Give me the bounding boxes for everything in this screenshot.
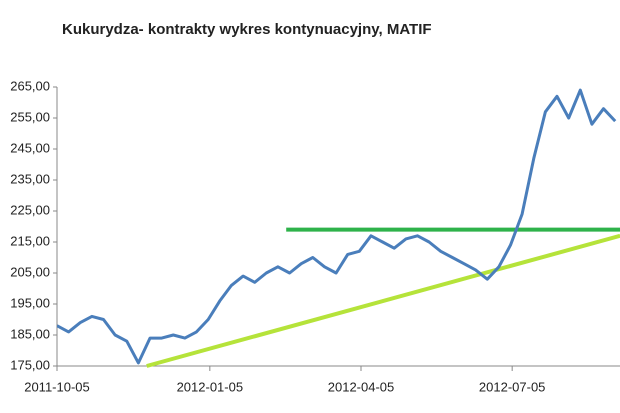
price-line xyxy=(57,88,617,365)
x-tick-label: 2011-10-05 xyxy=(24,379,90,394)
y-tick-label: 195,00 xyxy=(10,295,50,310)
y-tick-label: 205,00 xyxy=(10,264,50,279)
x-tick-label: 2012-01-05 xyxy=(177,379,244,394)
y-tick-label: 175,00 xyxy=(10,357,50,372)
y-tick-label: 215,00 xyxy=(10,233,50,248)
y-tick-label: 265,00 xyxy=(10,78,50,93)
x-tick-label: 2012-04-05 xyxy=(328,379,395,394)
y-tick-label: 235,00 xyxy=(10,171,50,186)
y-tick-label: 245,00 xyxy=(10,140,50,155)
y-tick-label: 255,00 xyxy=(10,109,50,124)
y-tick-label: 185,00 xyxy=(10,326,50,341)
chart-title: Kukurydza- kontrakty wykres kontynuacyjn… xyxy=(62,21,432,38)
y-tick-label: 225,00 xyxy=(10,202,50,217)
trend-line xyxy=(146,233,620,368)
x-tick-label: 2012-07-05 xyxy=(479,379,546,394)
